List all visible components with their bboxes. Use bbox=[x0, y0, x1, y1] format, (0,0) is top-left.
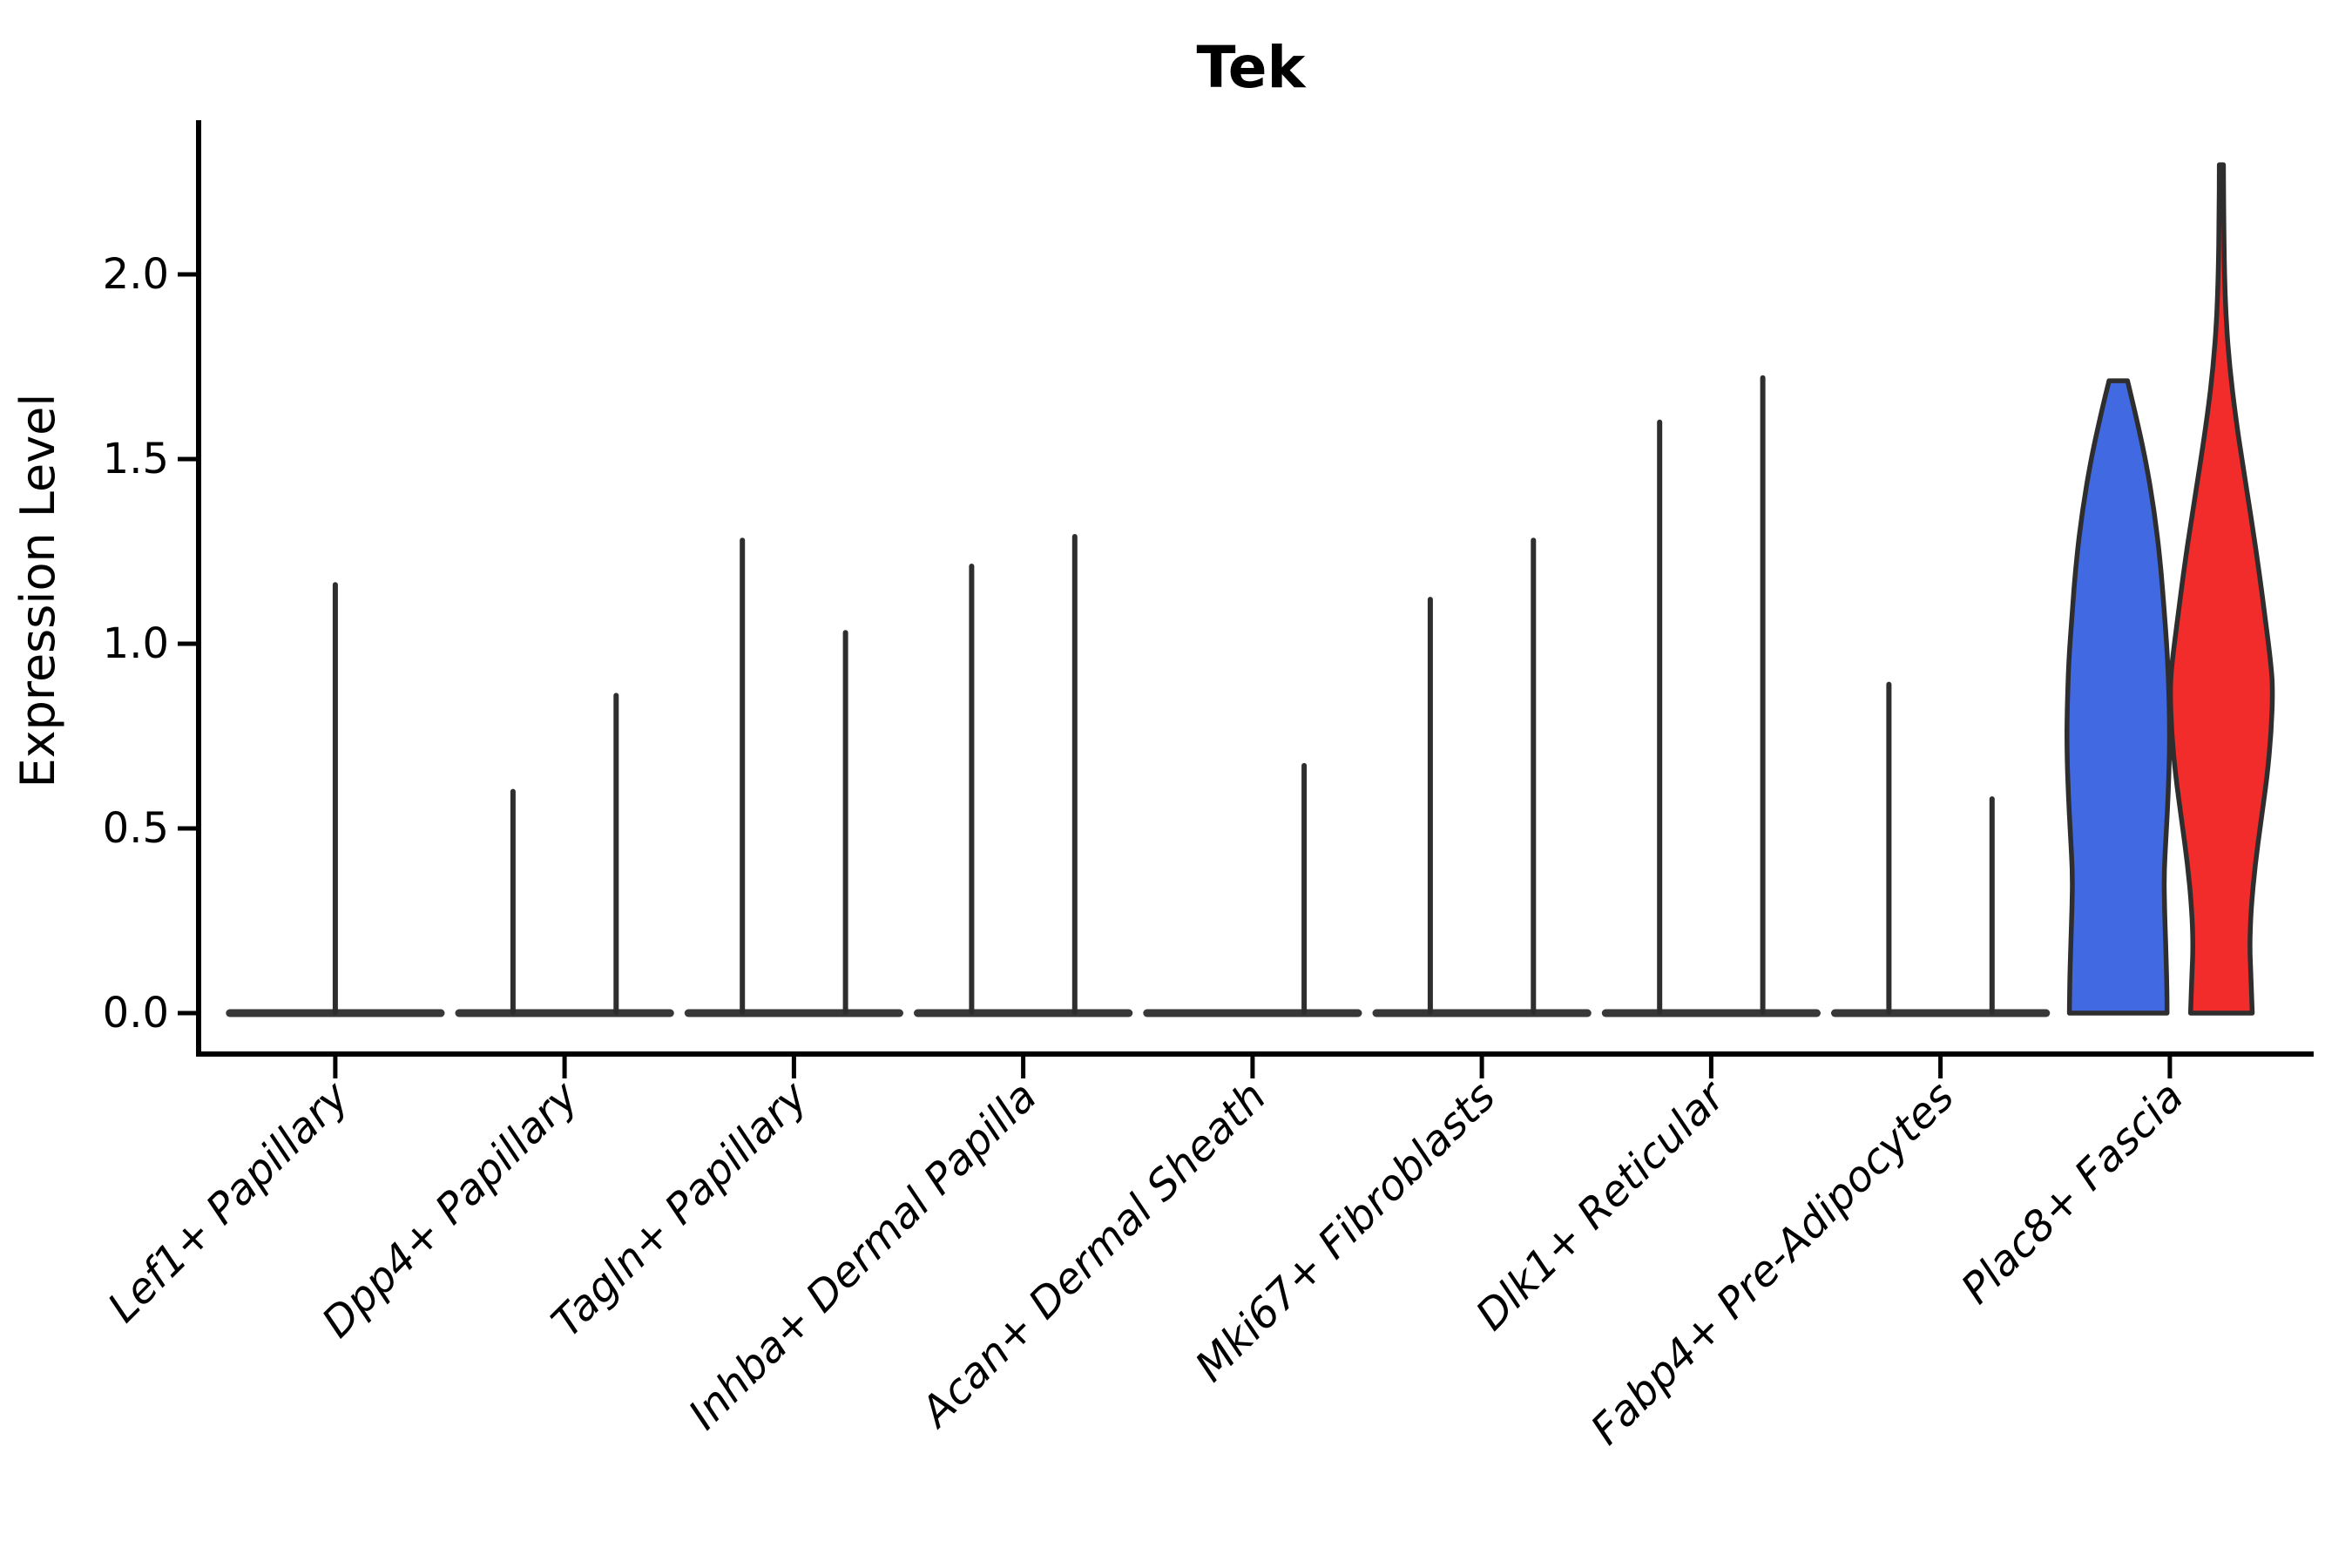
y-tick-label-1.0: 1.0 bbox=[103, 619, 169, 668]
y-axis-label: Expression Level bbox=[10, 394, 65, 788]
y-tick-label-0.5: 0.5 bbox=[103, 804, 169, 853]
x-category-label-7: Dlk1+ Reticular bbox=[1467, 1071, 1737, 1341]
y-tick-label-2.0: 2.0 bbox=[103, 250, 169, 299]
violins-layer bbox=[226, 162, 2275, 1017]
violin-filled-red bbox=[2167, 162, 2275, 1016]
y-tick-label-1.5: 1.5 bbox=[103, 435, 169, 483]
x-category-label-1: Lef1+ Papillary bbox=[98, 1071, 359, 1332]
y-axis-ticks: 0.0 0.5 1.0 1.5 2.0 bbox=[103, 250, 199, 1037]
violin-filled-blue bbox=[2065, 378, 2173, 1016]
chart-title: Tek bbox=[1197, 34, 1308, 101]
x-category-label-2: Dpp4+ Papillary bbox=[313, 1071, 588, 1347]
x-category-label-3: Tagln+ Papillary bbox=[543, 1071, 818, 1347]
y-tick-label-0.0: 0.0 bbox=[103, 989, 169, 1037]
x-category-label-9: Plac8+ Fascia bbox=[1952, 1072, 2193, 1314]
x-category-label-8: Fabp4+ Pre-Adipocytes bbox=[1582, 1072, 1964, 1455]
